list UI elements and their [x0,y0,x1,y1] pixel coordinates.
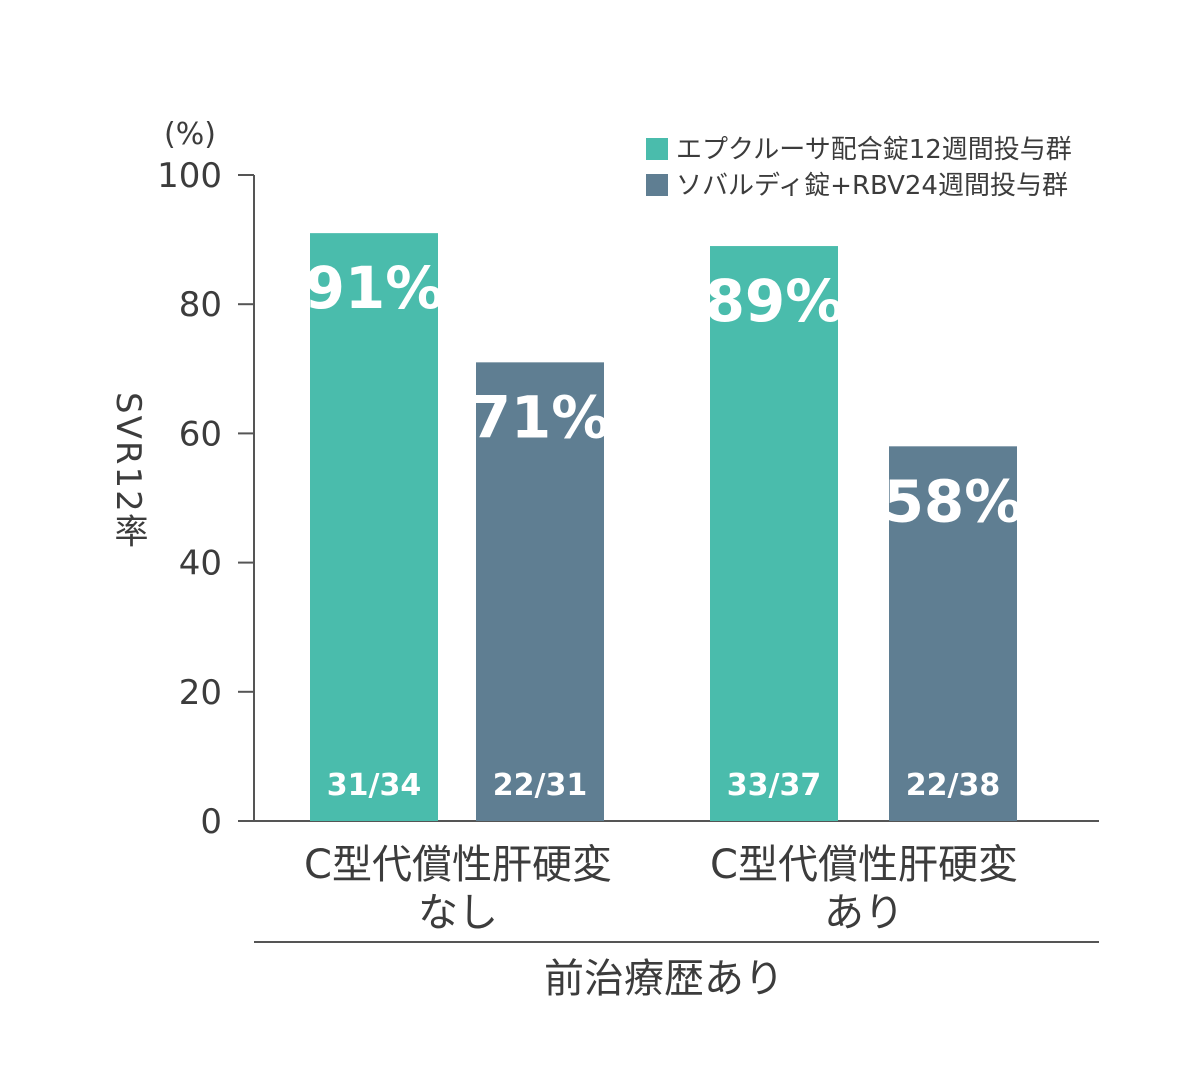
bar-series1-cat0 [476,362,604,821]
y-tick-label: 20 [179,673,222,713]
y-ticks: 0 20 40 60 80 100 [157,156,254,842]
legend-swatch-0 [646,138,668,160]
bar-value-label: 58% [884,467,1023,535]
bar-fraction-label: 22/31 [493,768,587,803]
legend-label-1: ソバルディ錠+RBV24週間投与群 [676,171,1068,201]
bar-value-label: 89% [705,267,844,335]
bar-fraction-label: 22/38 [906,768,1000,803]
legend-swatch-1 [646,174,668,196]
y-tick-label: 100 [157,156,222,196]
category-label-line1-0: C型代償性肝硬変 [304,842,612,888]
bar-value-label: 91% [305,254,444,322]
bar-fraction-label: 31/34 [327,768,421,803]
legend: エプクルーサ配合錠12週間投与群 ソバルディ錠+RBV24週間投与群 [646,135,1072,201]
bar-fraction-label: 33/37 [727,768,821,803]
group-label: 前治療歴あり [544,956,784,1002]
bar-series1-cat1 [889,446,1017,821]
y-unit-label: (%) [164,117,216,152]
category-label-line1-1: C型代償性肝硬変 [710,842,1018,888]
bar-value-label: 71% [471,383,610,451]
bar-series0-cat0 [310,233,438,821]
y-tick-label: 60 [179,414,222,454]
bar-series0-cat1 [710,246,838,821]
category-label-line2-0: なし [418,890,498,936]
y-tick-label: 0 [200,802,222,842]
bars: 91% 31/34 89% 33/37 71% 22/31 58% 22/38 [305,233,1023,821]
y-tick-label: 40 [179,544,222,584]
category-label-line2-1: あり [824,890,904,936]
y-axis-label: SVR12率 [108,392,148,550]
y-tick-label: 80 [179,285,222,325]
legend-label-0: エプクルーサ配合錠12週間投与群 [676,135,1072,165]
